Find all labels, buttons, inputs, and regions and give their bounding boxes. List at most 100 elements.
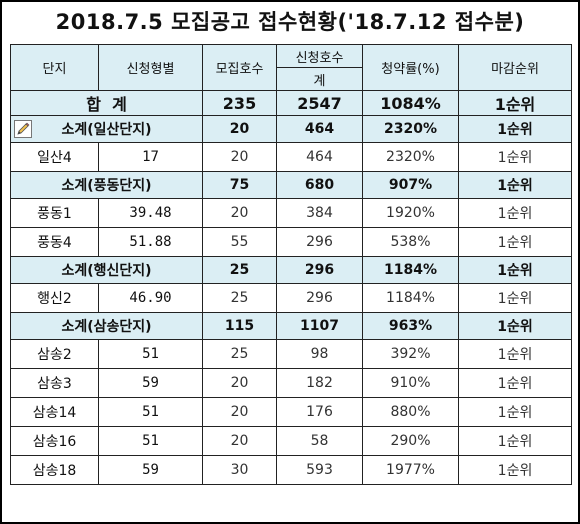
cell-recruit: 20 <box>202 368 277 398</box>
subtotal-row: 소계(풍동단지) 75 680 907% 1순위 <box>10 171 572 199</box>
cell-danji: 삼송14 <box>10 397 99 427</box>
cell-rank: 1순위 <box>458 426 572 456</box>
cell-rank: 1순위 <box>458 455 572 485</box>
header-apply-sum: 계 <box>276 67 363 91</box>
cell-rate: 538% <box>362 227 459 257</box>
cell-rank: 1순위 <box>458 227 572 257</box>
cell-apply: 176 <box>276 397 363 427</box>
cell-apply: 384 <box>276 198 363 228</box>
cell-apply: 182 <box>276 368 363 398</box>
subtotal-rate: 907% <box>362 171 459 199</box>
cell-rate: 1920% <box>362 198 459 228</box>
subtotal-recruit: 25 <box>202 256 277 284</box>
cell-rate: 880% <box>362 397 459 427</box>
cell-recruit: 20 <box>202 198 277 228</box>
edit-pencil-icon <box>14 120 32 138</box>
cell-danji: 풍동1 <box>10 198 99 228</box>
cell-rate: 392% <box>362 339 459 369</box>
table-row: 행신2 46.90 25 296 1184% 1순위 <box>10 283 572 313</box>
table-row: 풍동1 39.48 20 384 1920% 1순위 <box>10 198 572 228</box>
cell-recruit: 20 <box>202 426 277 456</box>
cell-rate: 1184% <box>362 283 459 313</box>
total-recruit: 235 <box>202 90 277 116</box>
subtotal-apply: 296 <box>276 256 363 284</box>
cell-danji: 삼송3 <box>10 368 99 398</box>
cell-rate: 910% <box>362 368 459 398</box>
subtotal-label: 소계(삼송단지) <box>10 312 203 340</box>
header-danji: 단지 <box>10 44 99 91</box>
total-rate: 1084% <box>362 90 459 116</box>
cell-apply: 593 <box>276 455 363 485</box>
applications-table: 단지 신청형별 모집호수 신청호수 청약률(%) 마감순위 계 합 계 235 … <box>10 44 572 485</box>
cell-rate: 1977% <box>362 455 459 485</box>
cell-type: 59 <box>98 368 203 398</box>
cell-apply: 98 <box>276 339 363 369</box>
cell-rank: 1순위 <box>458 397 572 427</box>
cell-type: 51.88 <box>98 227 203 257</box>
cell-rank: 1순위 <box>458 368 572 398</box>
header-recruit: 모집호수 <box>202 44 277 91</box>
total-apply: 2547 <box>276 90 363 116</box>
subtotal-label: 소계(풍동단지) <box>10 171 203 199</box>
table-row: 삼송16 51 20 58 290% 1순위 <box>10 426 572 456</box>
header-apply-group: 신청호수 <box>276 44 363 68</box>
total-rank: 1순위 <box>458 90 572 116</box>
subtotal-label: 소계(일산단지) <box>10 115 203 143</box>
table-row: 삼송3 59 20 182 910% 1순위 <box>10 368 572 398</box>
table-row: 삼송18 59 30 593 1977% 1순위 <box>10 455 572 485</box>
cell-rank: 1순위 <box>458 142 572 172</box>
cell-type: 59 <box>98 455 203 485</box>
total-label: 합 계 <box>10 90 203 116</box>
header-rank: 마감순위 <box>458 44 572 91</box>
cell-apply: 464 <box>276 142 363 172</box>
cell-recruit: 25 <box>202 339 277 369</box>
subtotal-rank: 1순위 <box>458 115 572 143</box>
subtotal-rank: 1순위 <box>458 171 572 199</box>
subtotal-rate: 2320% <box>362 115 459 143</box>
cell-danji: 삼송18 <box>10 455 99 485</box>
cell-type: 46.90 <box>98 283 203 313</box>
cell-danji: 삼송2 <box>10 339 99 369</box>
cell-danji: 행신2 <box>10 283 99 313</box>
cell-apply: 58 <box>276 426 363 456</box>
cell-rate: 2320% <box>362 142 459 172</box>
subtotal-row: 소계(삼송단지) 115 1107 963% 1순위 <box>10 312 572 340</box>
total-row: 합 계 235 2547 1084% 1순위 <box>10 90 572 116</box>
cell-type: 17 <box>98 142 203 172</box>
cell-type: 51 <box>98 339 203 369</box>
subtotal-rate: 963% <box>362 312 459 340</box>
cell-danji: 삼송16 <box>10 426 99 456</box>
cell-apply: 296 <box>276 283 363 313</box>
table-row: 삼송2 51 25 98 392% 1순위 <box>10 339 572 369</box>
header-type: 신청형별 <box>98 44 203 91</box>
page-title: 2018.7.5 모집공고 접수현황('18.7.12 접수분) <box>55 10 525 34</box>
subtotal-recruit: 115 <box>202 312 277 340</box>
subtotal-rank: 1순위 <box>458 312 572 340</box>
cell-apply: 296 <box>276 227 363 257</box>
cell-recruit: 55 <box>202 227 277 257</box>
cell-danji: 풍동4 <box>10 227 99 257</box>
cell-rate: 290% <box>362 426 459 456</box>
cell-recruit: 20 <box>202 397 277 427</box>
subtotal-rank: 1순위 <box>458 256 572 284</box>
cell-type: 51 <box>98 426 203 456</box>
subtotal-apply: 464 <box>276 115 363 143</box>
subtotal-row: 소계(행신단지) 25 296 1184% 1순위 <box>10 256 572 284</box>
subtotal-recruit: 75 <box>202 171 277 199</box>
cell-type: 39.48 <box>98 198 203 228</box>
subtotal-apply: 1107 <box>276 312 363 340</box>
cell-rank: 1순위 <box>458 198 572 228</box>
header-rate: 청약률(%) <box>362 44 459 91</box>
table-row: 일산4 17 20 464 2320% 1순위 <box>10 142 572 172</box>
cell-rank: 1순위 <box>458 339 572 369</box>
cell-rank: 1순위 <box>458 283 572 313</box>
subtotal-rate: 1184% <box>362 256 459 284</box>
table-row: 삼송14 51 20 176 880% 1순위 <box>10 397 572 427</box>
cell-recruit: 20 <box>202 142 277 172</box>
subtotal-label: 소계(행신단지) <box>10 256 203 284</box>
subtotal-recruit: 20 <box>202 115 277 143</box>
cell-danji: 일산4 <box>10 142 99 172</box>
cell-recruit: 30 <box>202 455 277 485</box>
cell-recruit: 25 <box>202 283 277 313</box>
